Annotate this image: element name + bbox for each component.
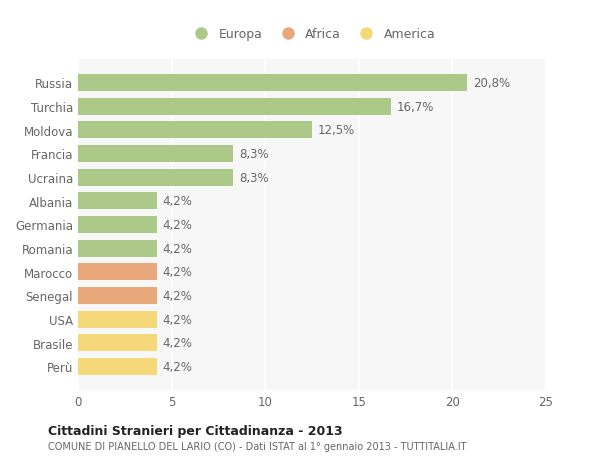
Text: 4,2%: 4,2% xyxy=(162,336,192,349)
Bar xyxy=(78,169,233,186)
Text: 4,2%: 4,2% xyxy=(162,195,192,208)
Text: 4,2%: 4,2% xyxy=(162,289,192,302)
Bar xyxy=(78,216,157,234)
Bar xyxy=(78,263,157,280)
Bar xyxy=(78,75,467,92)
Bar xyxy=(78,240,157,257)
Bar xyxy=(78,287,157,304)
Text: 4,2%: 4,2% xyxy=(162,360,192,373)
Bar xyxy=(78,193,157,210)
Text: COMUNE DI PIANELLO DEL LARIO (CO) - Dati ISTAT al 1° gennaio 2013 - TUTTITALIA.I: COMUNE DI PIANELLO DEL LARIO (CO) - Dati… xyxy=(48,441,467,451)
Text: 16,7%: 16,7% xyxy=(396,101,434,113)
Text: Cittadini Stranieri per Cittadinanza - 2013: Cittadini Stranieri per Cittadinanza - 2… xyxy=(48,424,343,437)
Text: 20,8%: 20,8% xyxy=(473,77,510,90)
Bar xyxy=(78,122,312,139)
Text: 8,3%: 8,3% xyxy=(239,171,269,184)
Text: 4,2%: 4,2% xyxy=(162,242,192,255)
Text: 4,2%: 4,2% xyxy=(162,266,192,279)
Bar xyxy=(78,146,233,162)
Text: 4,2%: 4,2% xyxy=(162,313,192,326)
Bar xyxy=(78,311,157,328)
Bar xyxy=(78,358,157,375)
Text: 8,3%: 8,3% xyxy=(239,147,269,161)
Legend: Europa, Africa, America: Europa, Africa, America xyxy=(184,23,440,46)
Text: 12,5%: 12,5% xyxy=(317,124,355,137)
Bar xyxy=(78,335,157,352)
Text: 4,2%: 4,2% xyxy=(162,218,192,231)
Bar xyxy=(78,98,391,115)
